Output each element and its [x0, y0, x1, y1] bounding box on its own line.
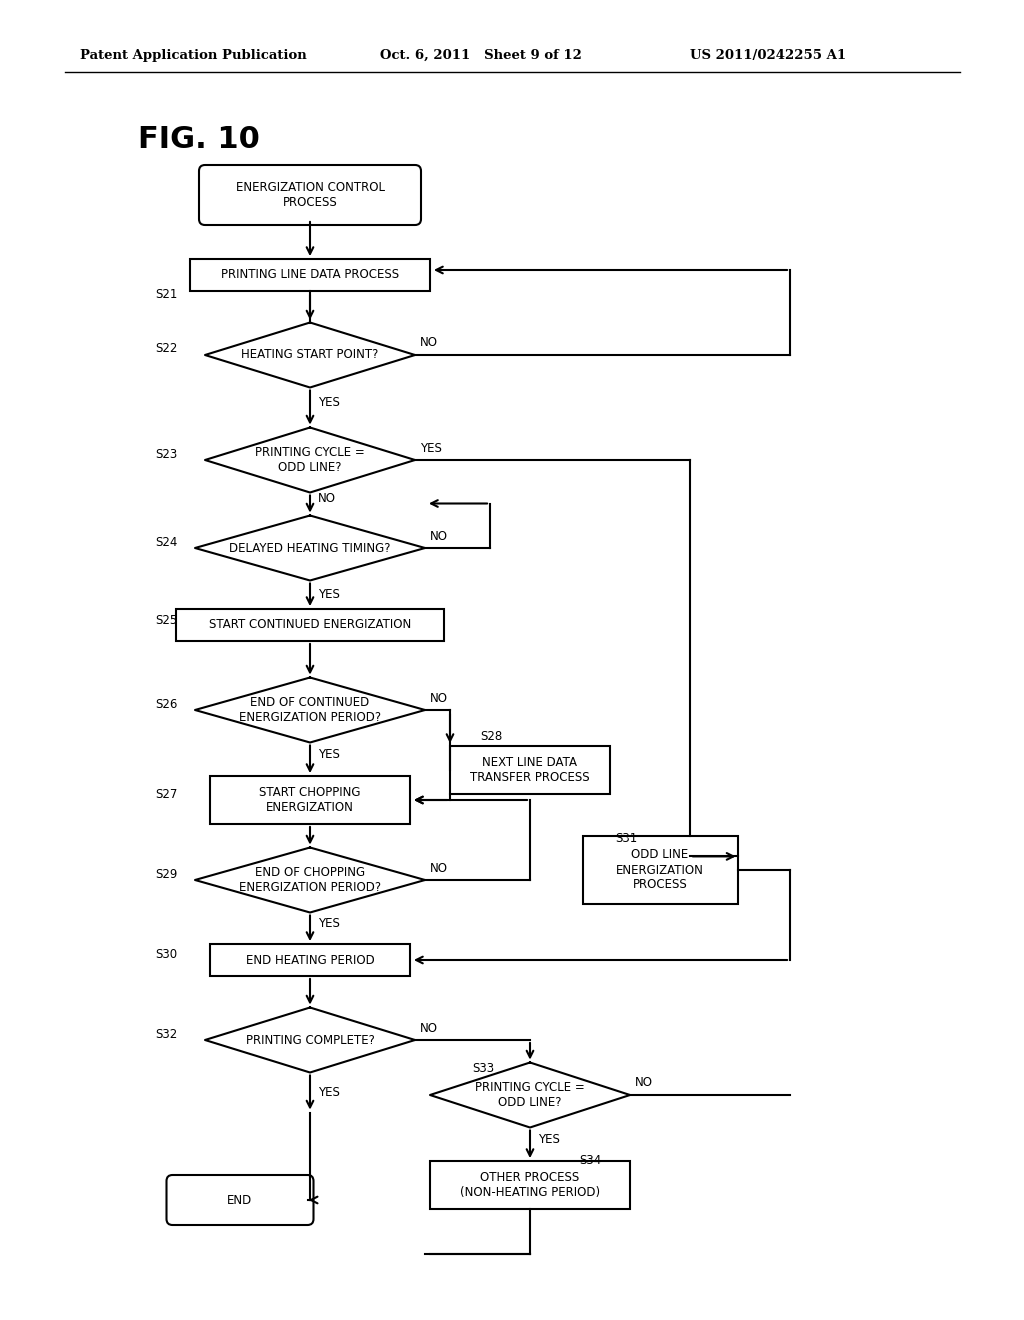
Text: ODD LINE
ENERGIZATION
PROCESS: ODD LINE ENERGIZATION PROCESS: [616, 849, 703, 891]
Text: S29: S29: [155, 869, 177, 882]
Polygon shape: [205, 1007, 415, 1072]
Text: S25: S25: [155, 614, 177, 627]
Text: S30: S30: [155, 949, 177, 961]
Text: NO: NO: [420, 337, 438, 350]
Text: S28: S28: [480, 730, 502, 743]
Text: US 2011/0242255 A1: US 2011/0242255 A1: [690, 49, 846, 62]
Text: NO: NO: [420, 1022, 438, 1035]
Text: END: END: [227, 1193, 253, 1206]
FancyBboxPatch shape: [167, 1175, 313, 1225]
Bar: [190, 259, 430, 290]
Text: YES: YES: [318, 1086, 340, 1100]
Text: NO: NO: [430, 692, 449, 705]
Text: NO: NO: [318, 492, 336, 506]
Text: S23: S23: [155, 449, 177, 462]
Text: NO: NO: [430, 529, 449, 543]
Text: END OF CONTINUED
ENERGIZATION PERIOD?: END OF CONTINUED ENERGIZATION PERIOD?: [239, 696, 381, 723]
Text: PRINTING CYCLE =
ODD LINE?: PRINTING CYCLE = ODD LINE?: [255, 446, 365, 474]
Bar: [430, 1162, 630, 1209]
Text: NO: NO: [430, 862, 449, 874]
Polygon shape: [195, 677, 425, 742]
Text: ENERGIZATION CONTROL
PROCESS: ENERGIZATION CONTROL PROCESS: [236, 181, 384, 209]
Text: S26: S26: [155, 698, 177, 711]
Text: FIG. 10: FIG. 10: [138, 125, 260, 154]
Text: PRINTING LINE DATA PROCESS: PRINTING LINE DATA PROCESS: [221, 268, 399, 281]
Polygon shape: [205, 428, 415, 492]
FancyBboxPatch shape: [199, 165, 421, 224]
Text: S21: S21: [155, 289, 177, 301]
Text: PRINTING COMPLETE?: PRINTING COMPLETE?: [246, 1034, 375, 1047]
Text: PRINTING CYCLE =
ODD LINE?: PRINTING CYCLE = ODD LINE?: [475, 1081, 585, 1109]
Bar: [583, 836, 737, 904]
Text: HEATING START POINT?: HEATING START POINT?: [242, 348, 379, 362]
Polygon shape: [195, 516, 425, 581]
Bar: [210, 776, 410, 824]
Bar: [210, 944, 410, 975]
Text: S27: S27: [155, 788, 177, 801]
Text: START CHOPPING
ENERGIZATION: START CHOPPING ENERGIZATION: [259, 785, 360, 814]
Polygon shape: [195, 847, 425, 912]
Text: END HEATING PERIOD: END HEATING PERIOD: [246, 953, 375, 966]
Text: YES: YES: [318, 396, 340, 409]
Text: Oct. 6, 2011   Sheet 9 of 12: Oct. 6, 2011 Sheet 9 of 12: [380, 49, 582, 62]
Text: S31: S31: [615, 832, 637, 845]
Text: OTHER PROCESS
(NON-HEATING PERIOD): OTHER PROCESS (NON-HEATING PERIOD): [460, 1171, 600, 1199]
Text: NEXT LINE DATA
TRANSFER PROCESS: NEXT LINE DATA TRANSFER PROCESS: [470, 756, 590, 784]
Text: END OF CHOPPING
ENERGIZATION PERIOD?: END OF CHOPPING ENERGIZATION PERIOD?: [239, 866, 381, 894]
Text: YES: YES: [420, 441, 442, 454]
Text: NO: NO: [635, 1077, 653, 1089]
Text: DELAYED HEATING TIMING?: DELAYED HEATING TIMING?: [229, 541, 391, 554]
Text: YES: YES: [318, 917, 340, 929]
Polygon shape: [430, 1063, 630, 1127]
Text: S24: S24: [155, 536, 177, 549]
Text: YES: YES: [318, 747, 340, 760]
Polygon shape: [205, 322, 415, 388]
Text: YES: YES: [538, 1133, 560, 1146]
Bar: [176, 609, 444, 642]
Text: START CONTINUED ENERGIZATION: START CONTINUED ENERGIZATION: [209, 619, 411, 631]
Text: S32: S32: [155, 1028, 177, 1041]
Text: S22: S22: [155, 342, 177, 355]
Text: S33: S33: [472, 1061, 495, 1074]
Bar: [450, 746, 610, 795]
Text: Patent Application Publication: Patent Application Publication: [80, 49, 307, 62]
Text: S34: S34: [579, 1154, 601, 1167]
Text: YES: YES: [318, 589, 340, 601]
